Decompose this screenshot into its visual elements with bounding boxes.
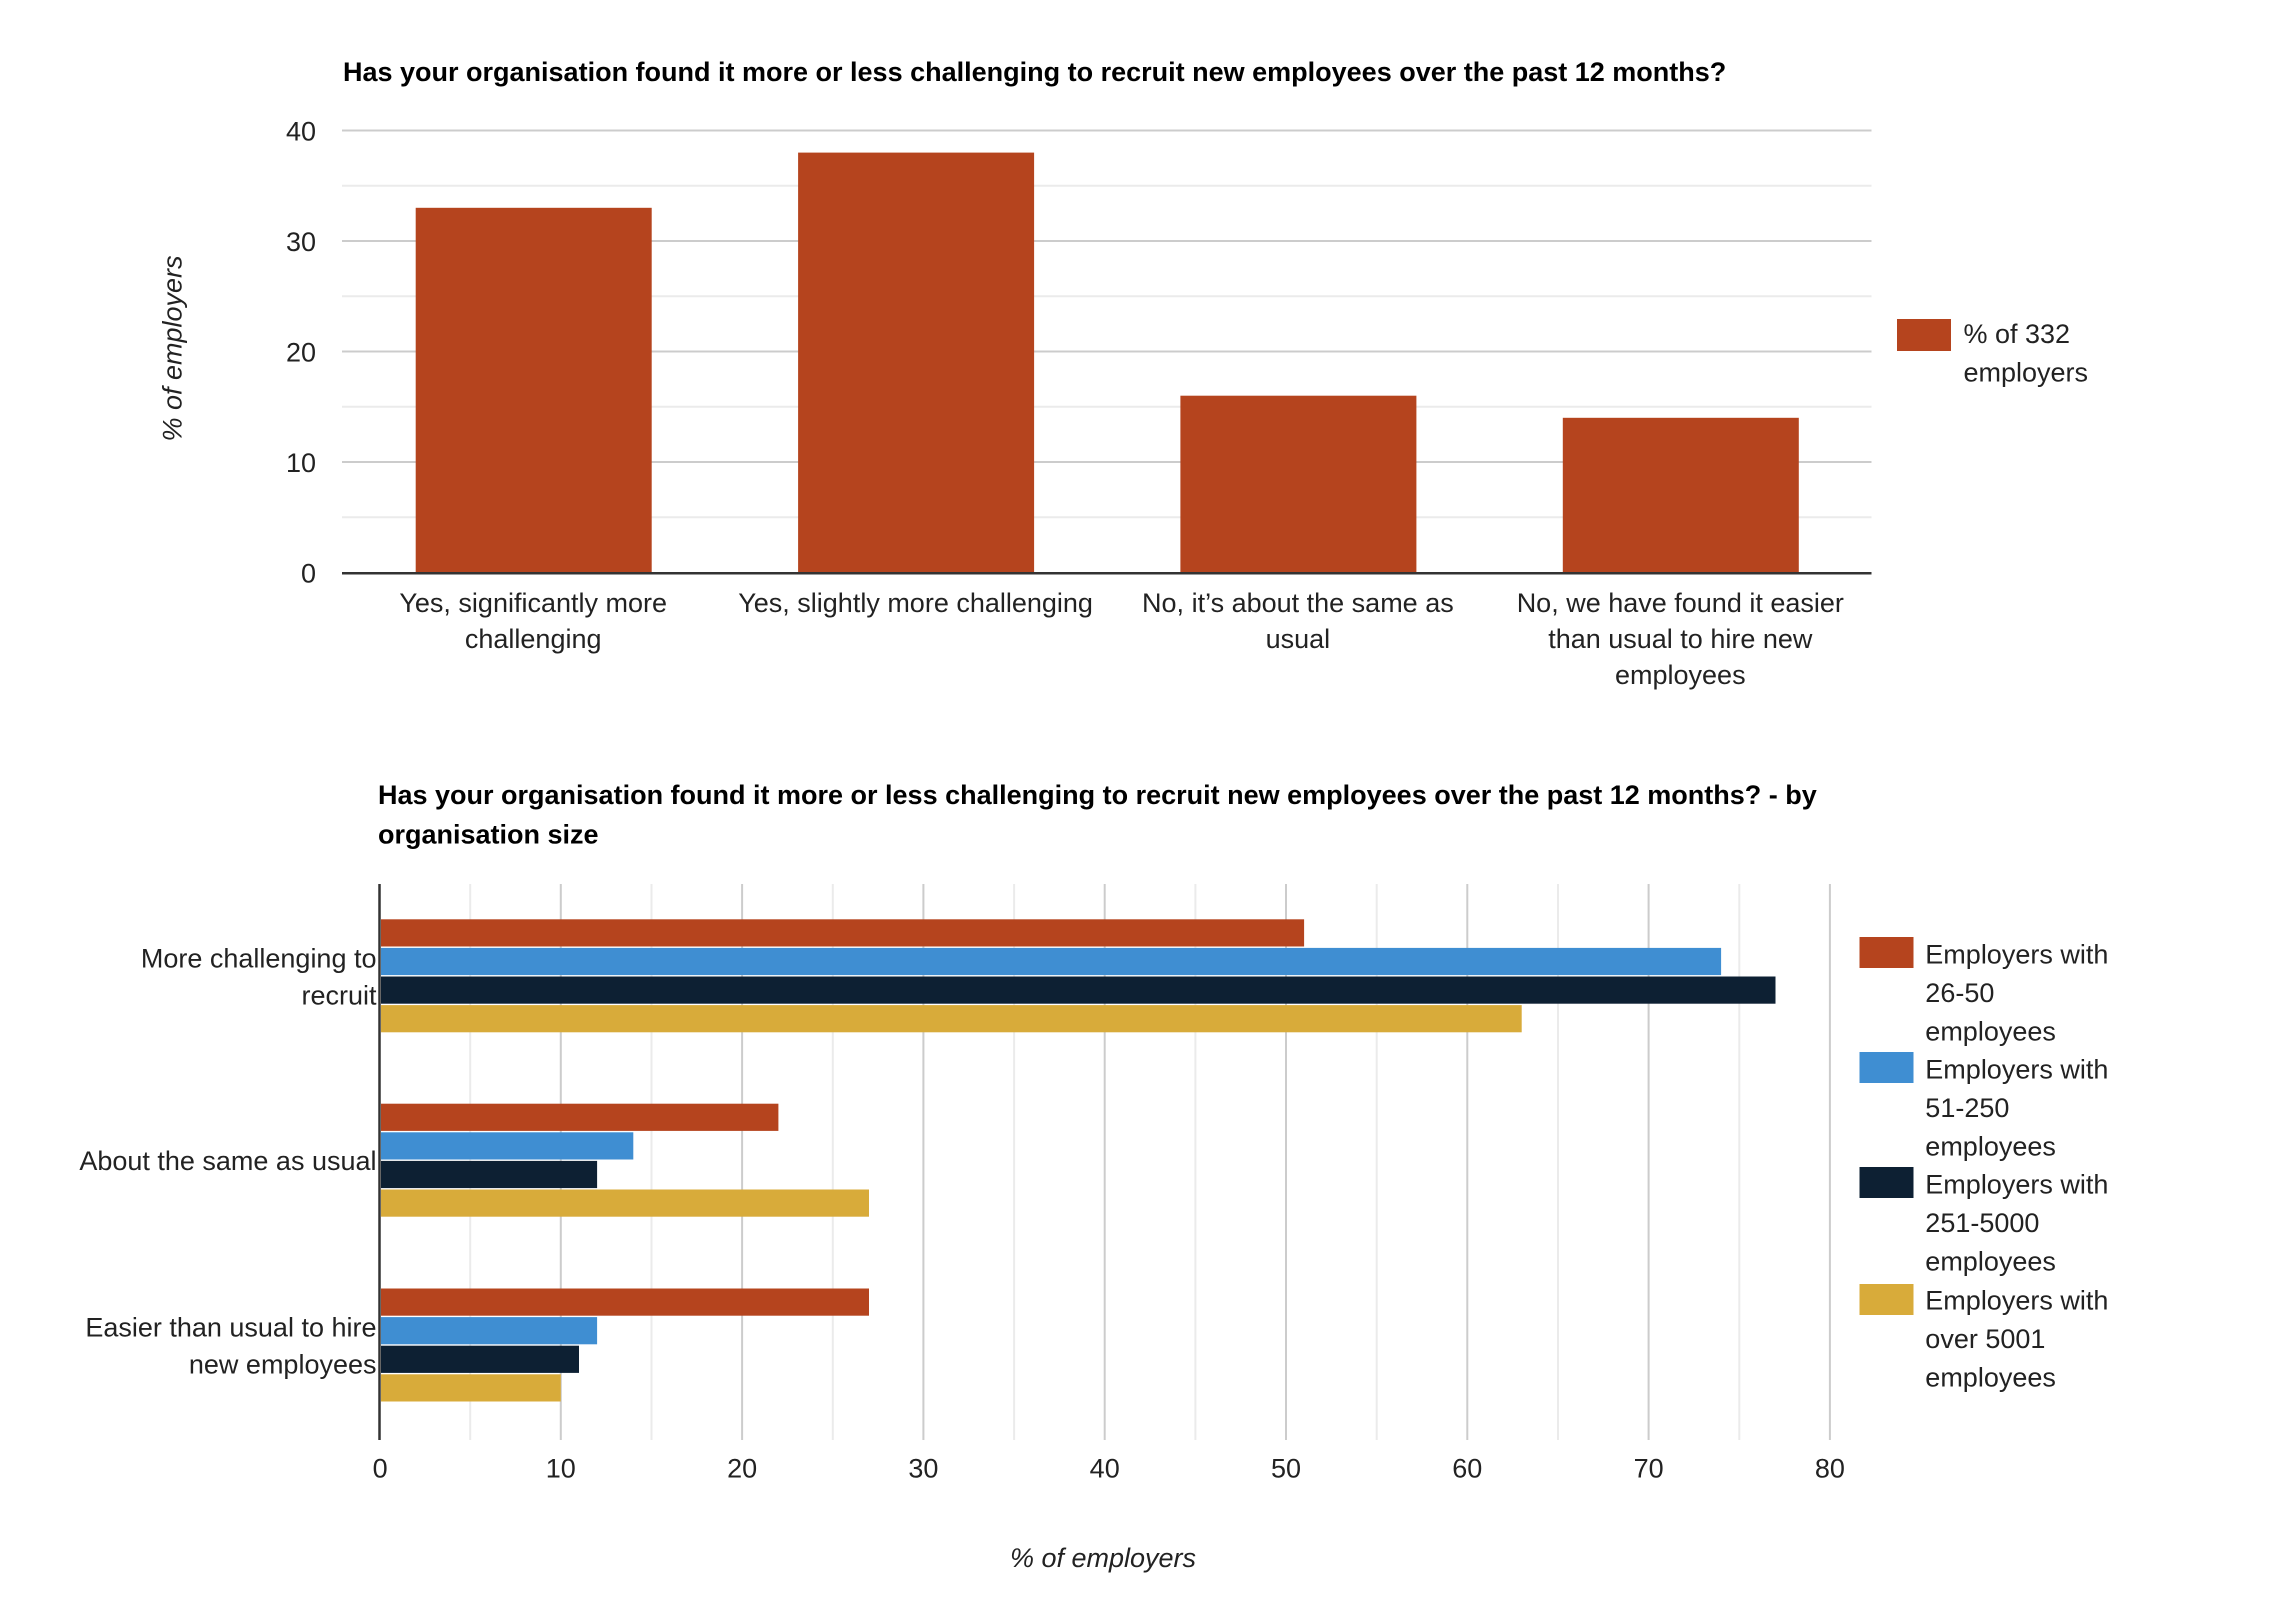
svg-text:than usual to hire new: than usual to hire new xyxy=(1548,624,1813,654)
svg-text:employees: employees xyxy=(1925,1247,2056,1277)
svg-text:employees: employees xyxy=(1615,660,1746,690)
svg-text:Easier than usual to hire: Easier than usual to hire xyxy=(85,1313,376,1343)
svg-text:No, it’s about the same as: No, it’s about the same as xyxy=(1142,588,1454,618)
svg-text:No, we have found it easier: No, we have found it easier xyxy=(1517,588,1844,618)
svg-text:30: 30 xyxy=(286,227,316,257)
svg-text:60: 60 xyxy=(1452,1454,1482,1484)
svg-text:% of employers: % of employers xyxy=(158,255,188,441)
svg-text:10: 10 xyxy=(546,1454,576,1484)
svg-text:40: 40 xyxy=(1090,1454,1120,1484)
svg-text:employees: employees xyxy=(1925,1132,2056,1162)
svg-text:employers: employers xyxy=(1964,358,2089,388)
svg-text:0: 0 xyxy=(301,559,316,589)
svg-text:80: 80 xyxy=(1815,1454,1845,1484)
svg-text:Employers with: Employers with xyxy=(1925,1169,2108,1199)
svg-text:Employers with: Employers with xyxy=(1925,1054,2108,1084)
svg-text:organisation size: organisation size xyxy=(378,820,599,850)
svg-text:Yes, slightly more challenging: Yes, slightly more challenging xyxy=(738,588,1093,618)
svg-text:Has your organisation found it: Has your organisation found it more or l… xyxy=(343,57,1726,87)
svg-text:70: 70 xyxy=(1634,1454,1664,1484)
svg-text:0: 0 xyxy=(373,1454,388,1484)
svg-text:40: 40 xyxy=(286,117,316,147)
svg-text:26-50: 26-50 xyxy=(1925,978,1994,1008)
svg-text:challenging: challenging xyxy=(465,624,602,654)
svg-text:% of employers: % of employers xyxy=(1010,1543,1196,1573)
svg-text:employees: employees xyxy=(1925,1363,2056,1393)
svg-text:employees: employees xyxy=(1925,1017,2056,1047)
svg-text:20: 20 xyxy=(727,1454,757,1484)
svg-text:over 5001: over 5001 xyxy=(1925,1324,2045,1354)
svg-text:Employers with: Employers with xyxy=(1925,1285,2108,1315)
svg-text:251-5000: 251-5000 xyxy=(1925,1208,2039,1238)
svg-text:50: 50 xyxy=(1271,1454,1301,1484)
svg-text:51-250: 51-250 xyxy=(1925,1093,2009,1123)
svg-text:30: 30 xyxy=(908,1454,938,1484)
svg-text:10: 10 xyxy=(286,448,316,478)
svg-text:More challenging to: More challenging to xyxy=(141,944,377,974)
svg-text:new employees: new employees xyxy=(189,1350,377,1380)
svg-text:usual: usual xyxy=(1266,624,1331,654)
svg-text:Has your organisation found it: Has your organisation found it more or l… xyxy=(378,780,1817,810)
svg-text:About the same as usual: About the same as usual xyxy=(79,1146,376,1176)
svg-text:Employers with: Employers with xyxy=(1925,939,2108,969)
svg-text:Yes, significantly more: Yes, significantly more xyxy=(399,588,667,618)
svg-text:20: 20 xyxy=(286,338,316,368)
svg-text:% of 332: % of 332 xyxy=(1964,319,2071,349)
svg-text:recruit: recruit xyxy=(301,981,377,1011)
